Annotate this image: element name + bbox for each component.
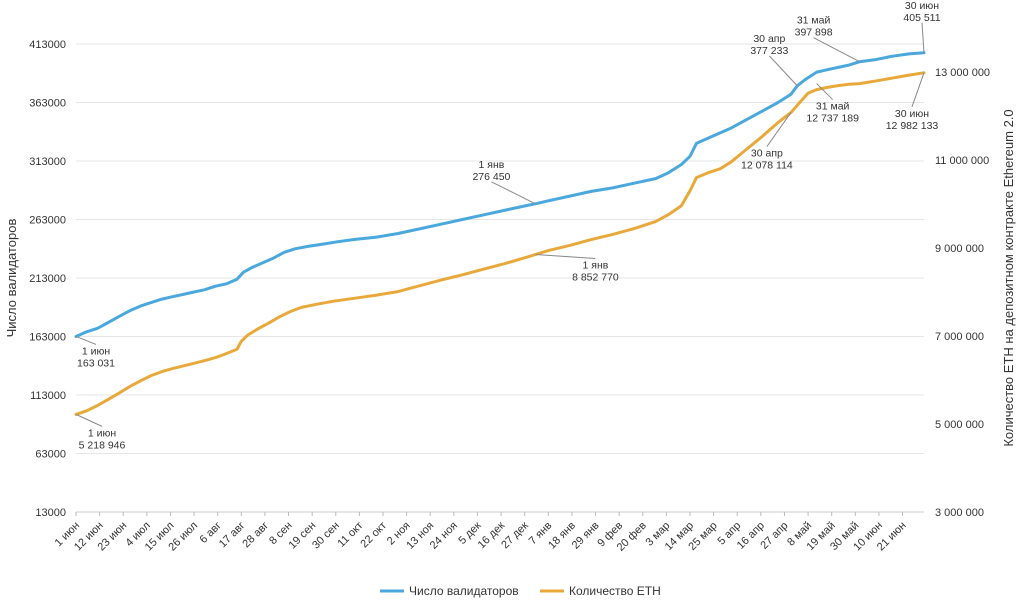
annotation-label: 1 июн [82,345,110,357]
annotation-label: 30 апр [753,33,785,45]
y-right-tick-label: 3 000 000 [935,507,984,519]
annotation-leader [816,83,834,100]
right-axis: 3 000 000 5 000 000 7 000 000 9 000 000 11 0… [935,67,990,519]
y-axis-left-title: Число валидаторов [4,219,19,338]
gridlines [76,43,924,513]
annotation-label: 12 078 114 [741,160,793,172]
y-left-tick-label: 213000 [29,273,66,285]
legend: Число валидаторов Количество ETH [380,584,661,598]
annotation-leader [75,413,103,427]
annotation-leader [768,55,798,87]
legend-label-eth: Количество ETH [569,584,661,598]
annotation-label: 377 233 [750,45,788,57]
y-left-tick-label: 113000 [30,390,66,402]
y-right-tick-label: 9 000 000 [935,243,984,255]
y-left-tick-label: 263000 [29,215,66,227]
y-right-tick-label: 7 000 000 [935,331,984,343]
annotation-label: 5 218 946 [79,439,126,451]
annotation-label: 30 июн [905,0,939,12]
annotation-label: 405 511 [903,12,940,24]
y-left-tick-label: 163000 [29,332,66,344]
annotation-label: 1 июн [88,427,116,439]
annotation-label: 31 май [797,15,831,27]
series-line-validators [74,51,926,338]
x-tick-label: 27 дек [499,520,531,552]
annotation-label: 30 июн [895,108,929,120]
annotation-label: 1 янв [479,159,505,171]
annotation-leader [921,22,925,53]
left-axis: 13000 63000 113000 163000 213000 263000 313000… [29,39,66,519]
y-right-tick-label: 13 000 000 [935,67,990,79]
annotation-leader [535,253,596,259]
x-tick-label: 30 сен [310,520,342,552]
x-tick-label: 29 янв [570,520,602,552]
series-line-eth [74,71,926,416]
annotation-label: 276 450 [472,171,510,183]
annotation-leader [813,37,860,63]
annotation-label: 30 апр [751,148,783,160]
y-left-tick-label: 413000 [29,39,66,51]
annotation-label: 31 май [816,101,850,113]
y-left-tick-label: 63000 [35,449,66,461]
y-axis-right-title: Количество ETH на депозитном контракте E… [1001,109,1016,446]
annotation-leader [75,335,97,345]
series-layer [74,51,926,416]
y-left-tick-label: 13000 [35,507,66,519]
annotation-label: 163 031 [77,357,115,369]
annotation-label: 397 898 [795,27,833,39]
x-tick-label: 22 окт [358,520,389,551]
x-tick-label: 28 авг [240,520,271,551]
annotation-leader [491,181,536,205]
annotation-leader [766,112,792,147]
annotation-leader [911,72,925,107]
y-right-tick-label: 11 000 000 [935,155,989,167]
annotation-label: 1 янв [583,259,609,271]
annotation-label: 8 852 770 [572,271,619,283]
annotation-label: 12 982 133 [886,120,939,132]
x-tick-label: 17 авг [217,520,248,551]
y-right-tick-label: 5 000 000 [935,419,984,431]
legend-label-validators: Число валидаторов [409,584,519,598]
y-left-tick-label: 363000 [29,98,66,110]
annotation-label: 12 737 189 [806,113,859,125]
y-left-tick-label: 313000 [29,156,66,168]
